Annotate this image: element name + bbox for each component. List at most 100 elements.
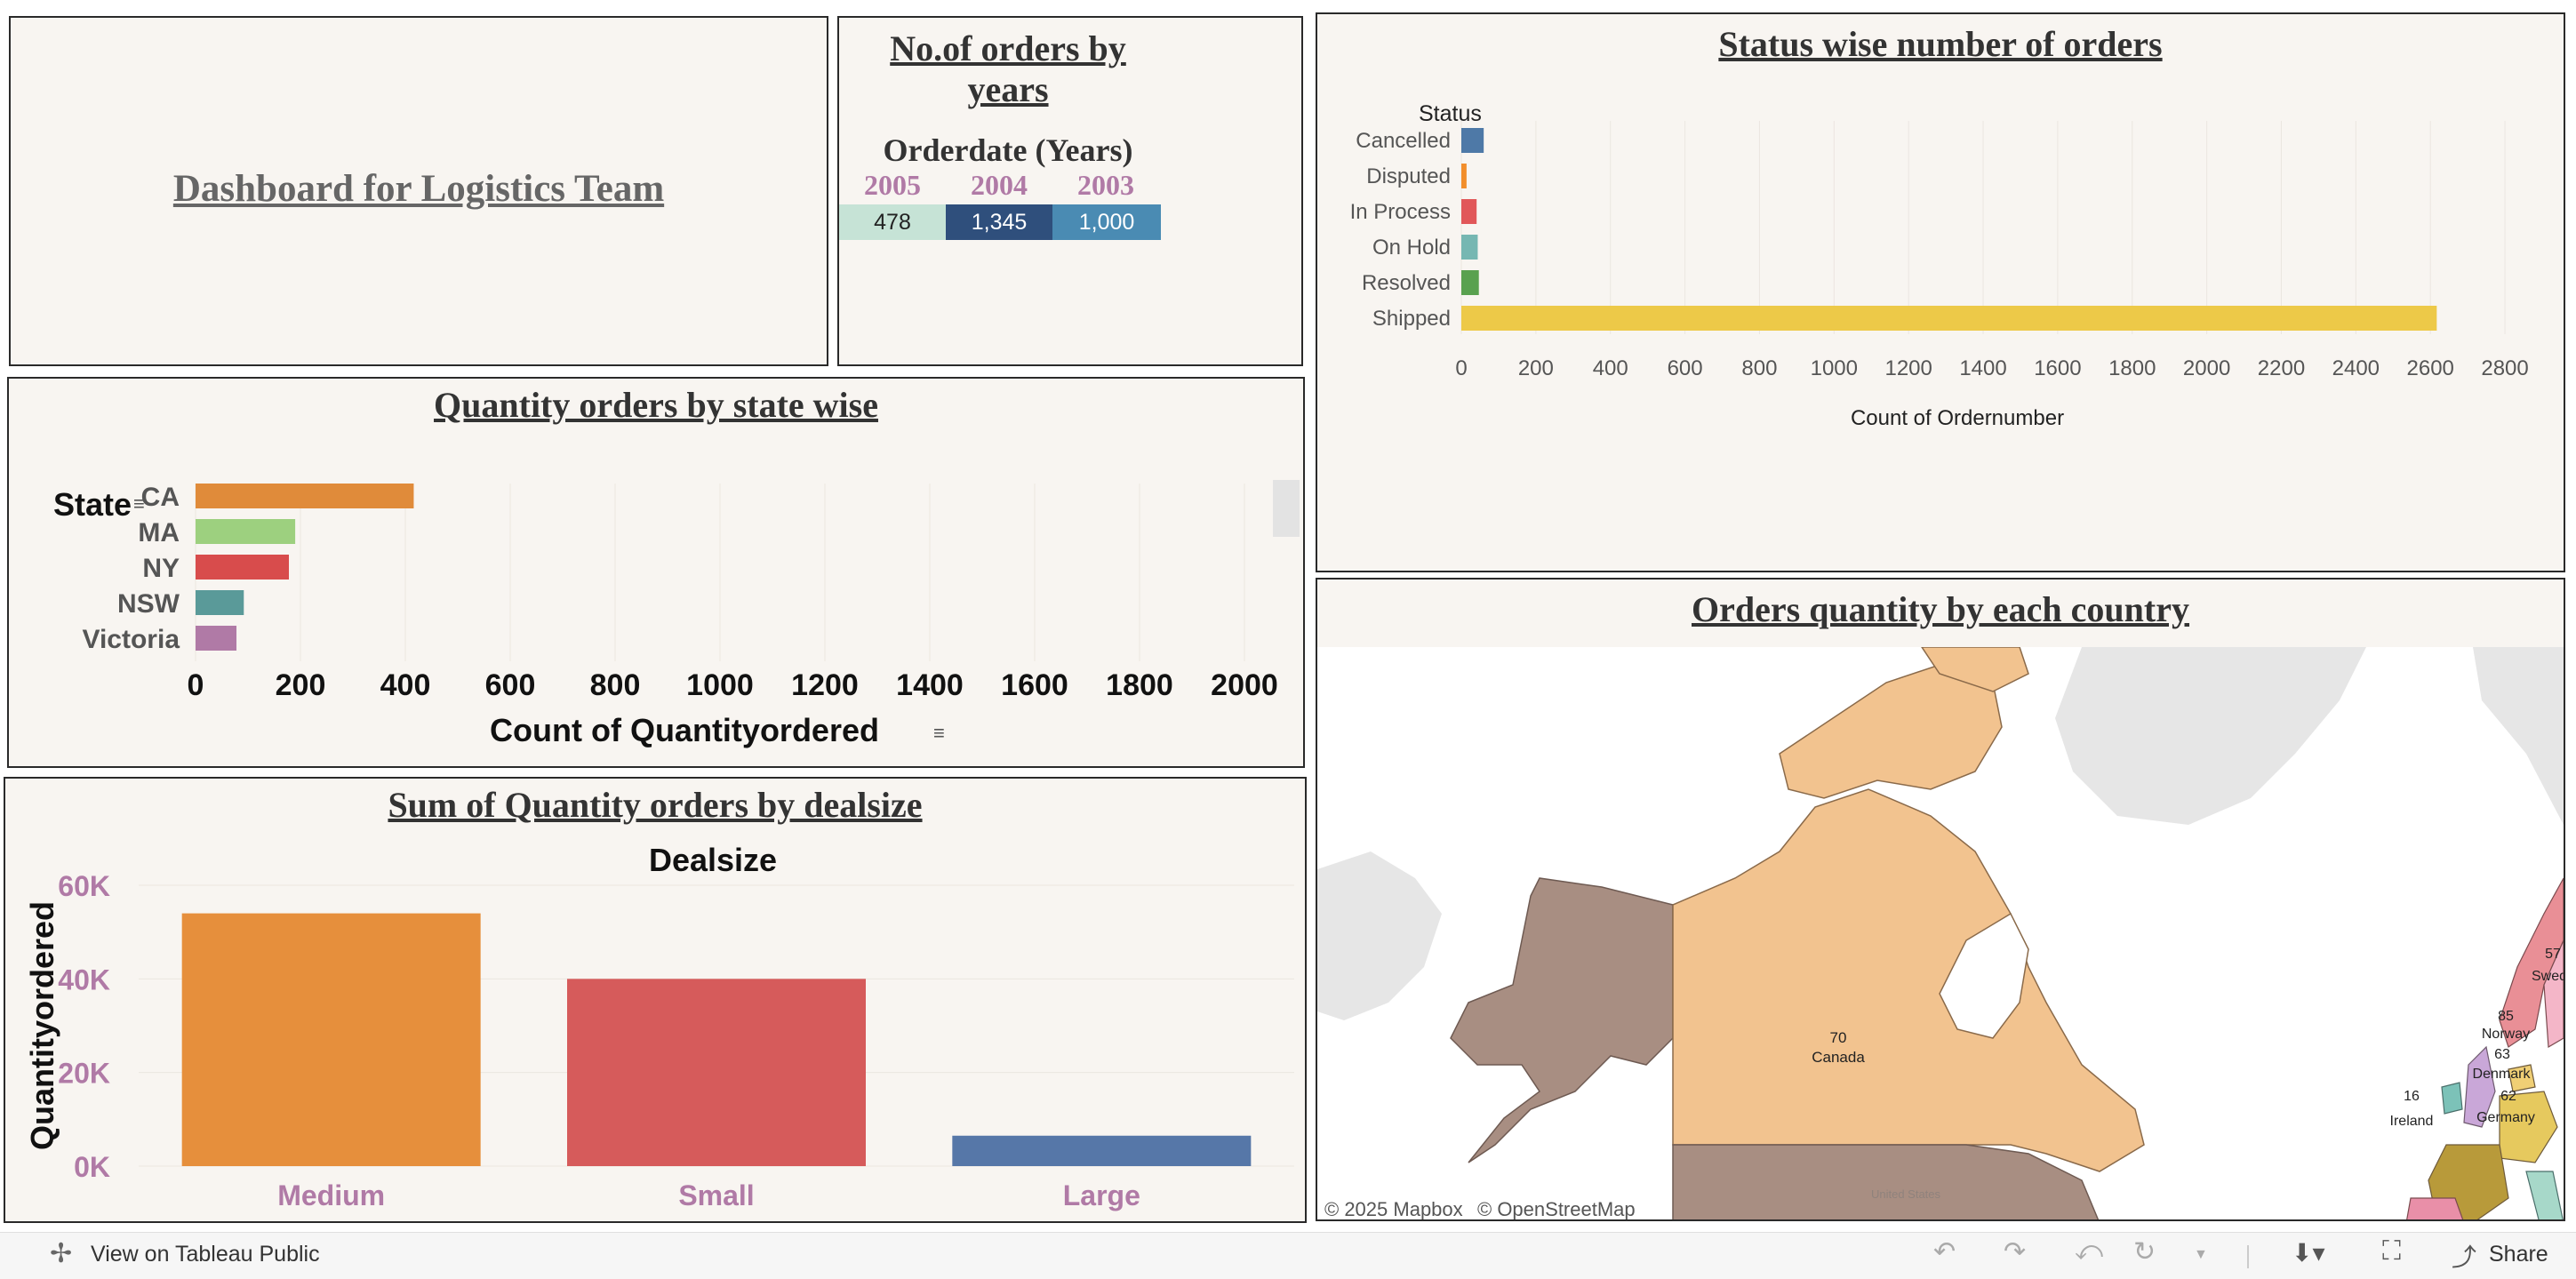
x-tick-label: 2600 bbox=[2407, 356, 2454, 380]
category-label: Resolved bbox=[1362, 271, 1451, 295]
canada-north-islands-shape[interactable] bbox=[1921, 647, 2029, 692]
canada-value-label: 70 bbox=[1830, 1029, 1847, 1046]
norway-name-label: Norway bbox=[2482, 1027, 2530, 1042]
state-bar bbox=[196, 484, 414, 508]
x-tick-label: 400 bbox=[380, 668, 431, 702]
x-tick-label: 1400 bbox=[896, 668, 964, 702]
x-tick-label: 2000 bbox=[2183, 356, 2230, 380]
y-axis-title: State bbox=[53, 486, 132, 523]
state-scrollbar[interactable] bbox=[1273, 480, 1300, 537]
uk-shape[interactable] bbox=[2463, 1045, 2496, 1128]
category-label: Disputed bbox=[1366, 164, 1451, 188]
status-bar bbox=[1461, 270, 1479, 295]
denmark-shape[interactable] bbox=[2508, 1064, 2536, 1092]
alaska-shape[interactable] bbox=[1450, 877, 1674, 1163]
x-tick-label: 1000 bbox=[686, 668, 754, 702]
y-tick-label: 40K bbox=[58, 963, 110, 995]
status-panel: Status wise number of orders 0 200 400 600 8… bbox=[1316, 12, 2565, 572]
dealsize-panel: Sum of Quantity orders by dealsize Deals… bbox=[4, 777, 1307, 1223]
dealsize-bar bbox=[567, 979, 866, 1166]
canada-name-label: Canada bbox=[1812, 1049, 1865, 1066]
years-row: 2005 2004 2003 bbox=[839, 169, 1161, 202]
view-on-tableau-link[interactable]: View on Tableau Public bbox=[91, 1242, 320, 1267]
x-tick-label: 0 bbox=[188, 668, 204, 702]
share-button[interactable]: Share bbox=[2489, 1242, 2548, 1267]
state-bar bbox=[196, 590, 244, 615]
state-bar bbox=[196, 519, 296, 544]
status-bar bbox=[1461, 128, 1484, 153]
osm-attribution[interactable]: © OpenStreetMap bbox=[1477, 1198, 1636, 1220]
years-title: No.of orders by years bbox=[839, 28, 1177, 110]
pause-dropdown-icon[interactable]: ▼ bbox=[2194, 1247, 2208, 1262]
x-tick-label: 1600 bbox=[2034, 356, 2081, 380]
germany-value-label: 62 bbox=[2500, 1089, 2516, 1104]
years-title-line2: years bbox=[967, 69, 1049, 109]
x-tick-label: 2800 bbox=[2481, 356, 2528, 380]
category-label: Cancelled bbox=[1356, 129, 1451, 153]
dealsize-title: Sum of Quantity orders by dealsize bbox=[388, 785, 923, 825]
title-panel: Dashboard for Logistics Team bbox=[9, 16, 828, 366]
x-tick-label: 2000 bbox=[1211, 668, 1278, 702]
usa-shape[interactable] bbox=[1672, 1144, 2100, 1221]
canada-islands-shape[interactable] bbox=[1779, 664, 2003, 799]
denmark-value-label: 63 bbox=[2494, 1047, 2510, 1062]
status-bar bbox=[1461, 199, 1477, 224]
x-tick-label: 800 bbox=[1741, 356, 1777, 380]
x-tick-label: 1400 bbox=[1959, 356, 2006, 380]
y-tick-label: 20K bbox=[58, 1058, 110, 1090]
x-tick-label: 1800 bbox=[1106, 668, 1173, 702]
status-chart: 0 200 400 600 800 1000 1200 1400 1600 1800 2000 220… bbox=[1350, 101, 2529, 430]
x-tick-label: 2400 bbox=[2332, 356, 2380, 380]
x-tick-label: 1200 bbox=[1884, 356, 1932, 380]
year-value-cell[interactable]: 1,000 bbox=[1052, 204, 1161, 240]
spain-shape[interactable] bbox=[2406, 1197, 2464, 1221]
bottom-toolbar: ✢ View on Tableau Public ↶ ↷ ⤺ ↻ ▼ ⬇▾ ⛶ … bbox=[0, 1232, 2576, 1279]
revert-icon[interactable]: ⤺ bbox=[2075, 1236, 2104, 1266]
norway-value-label: 85 bbox=[2498, 1009, 2514, 1024]
year-value-cell[interactable]: 478 bbox=[839, 204, 946, 240]
country-map[interactable]: 70 Canada United States 85 Norway 57 Swe… bbox=[1317, 647, 2564, 1221]
category-label: Small bbox=[678, 1179, 754, 1211]
x-tick-label: 1800 bbox=[2108, 356, 2156, 380]
category-label: CA bbox=[141, 483, 180, 512]
download-icon[interactable]: ⬇▾ bbox=[2292, 1239, 2325, 1267]
x-tick-label: 0 bbox=[1455, 356, 1467, 380]
x-tick-label: 1000 bbox=[1811, 356, 1858, 380]
sweden-name-label: Swed bbox=[2532, 969, 2564, 984]
y-axis-title: Quantityordered bbox=[24, 901, 60, 1150]
years-values-row[interactable]: 478 1,345 1,000 bbox=[839, 204, 1161, 240]
state-chart: 0 200 400 600 800 1000 1200 1400 1600 1800 2000 Sta… bbox=[53, 483, 1278, 748]
redo-icon[interactable]: ↷ bbox=[2004, 1237, 2027, 1267]
sweden-shape[interactable] bbox=[2543, 939, 2564, 1049]
x-tick-label: 800 bbox=[590, 668, 641, 702]
ireland-shape[interactable] bbox=[2441, 1082, 2463, 1115]
y-tick-label: 60K bbox=[58, 870, 110, 902]
canada-shape[interactable] bbox=[1672, 788, 2145, 1172]
x-axis-title: Count of Quantityordered bbox=[490, 712, 879, 748]
x-tick-label: 600 bbox=[1668, 356, 1703, 380]
fullscreen-icon[interactable]: ⛶ bbox=[2382, 1236, 2401, 1266]
x-tick-label: 1600 bbox=[1001, 668, 1068, 702]
year-value-cell[interactable]: 1,345 bbox=[946, 204, 1052, 240]
dashboard-title: Dashboard for Logistics Team bbox=[172, 168, 665, 210]
y-tick-label: 0K bbox=[74, 1151, 110, 1183]
dealsize-bar bbox=[952, 1135, 1252, 1166]
norway-shape[interactable] bbox=[2499, 877, 2564, 1048]
undo-icon[interactable]: ↶ bbox=[1933, 1237, 1956, 1267]
x-axis-title: Dealsize bbox=[649, 842, 777, 878]
denmark-name-label: Denmark bbox=[2473, 1067, 2532, 1082]
italy-shape[interactable] bbox=[2525, 1171, 2564, 1221]
tableau-logo-icon: ✢ bbox=[50, 1239, 73, 1268]
status-bar bbox=[1461, 306, 2437, 331]
year-label: 2004 bbox=[971, 169, 1028, 201]
refresh-icon[interactable]: ↻ bbox=[2133, 1237, 2156, 1267]
x-axis-title: Count of Ordernumber bbox=[1851, 406, 2064, 430]
status-bar bbox=[1461, 235, 1478, 260]
category-label: NY bbox=[142, 554, 180, 583]
category-label: Shipped bbox=[1372, 307, 1451, 331]
share-icon[interactable]: ⤴ bbox=[2452, 1243, 2477, 1271]
sort-icon: ≡ bbox=[933, 722, 945, 744]
mapbox-attribution[interactable]: © 2025 Mapbox bbox=[1324, 1198, 1463, 1220]
x-tick-label: 2200 bbox=[2258, 356, 2305, 380]
